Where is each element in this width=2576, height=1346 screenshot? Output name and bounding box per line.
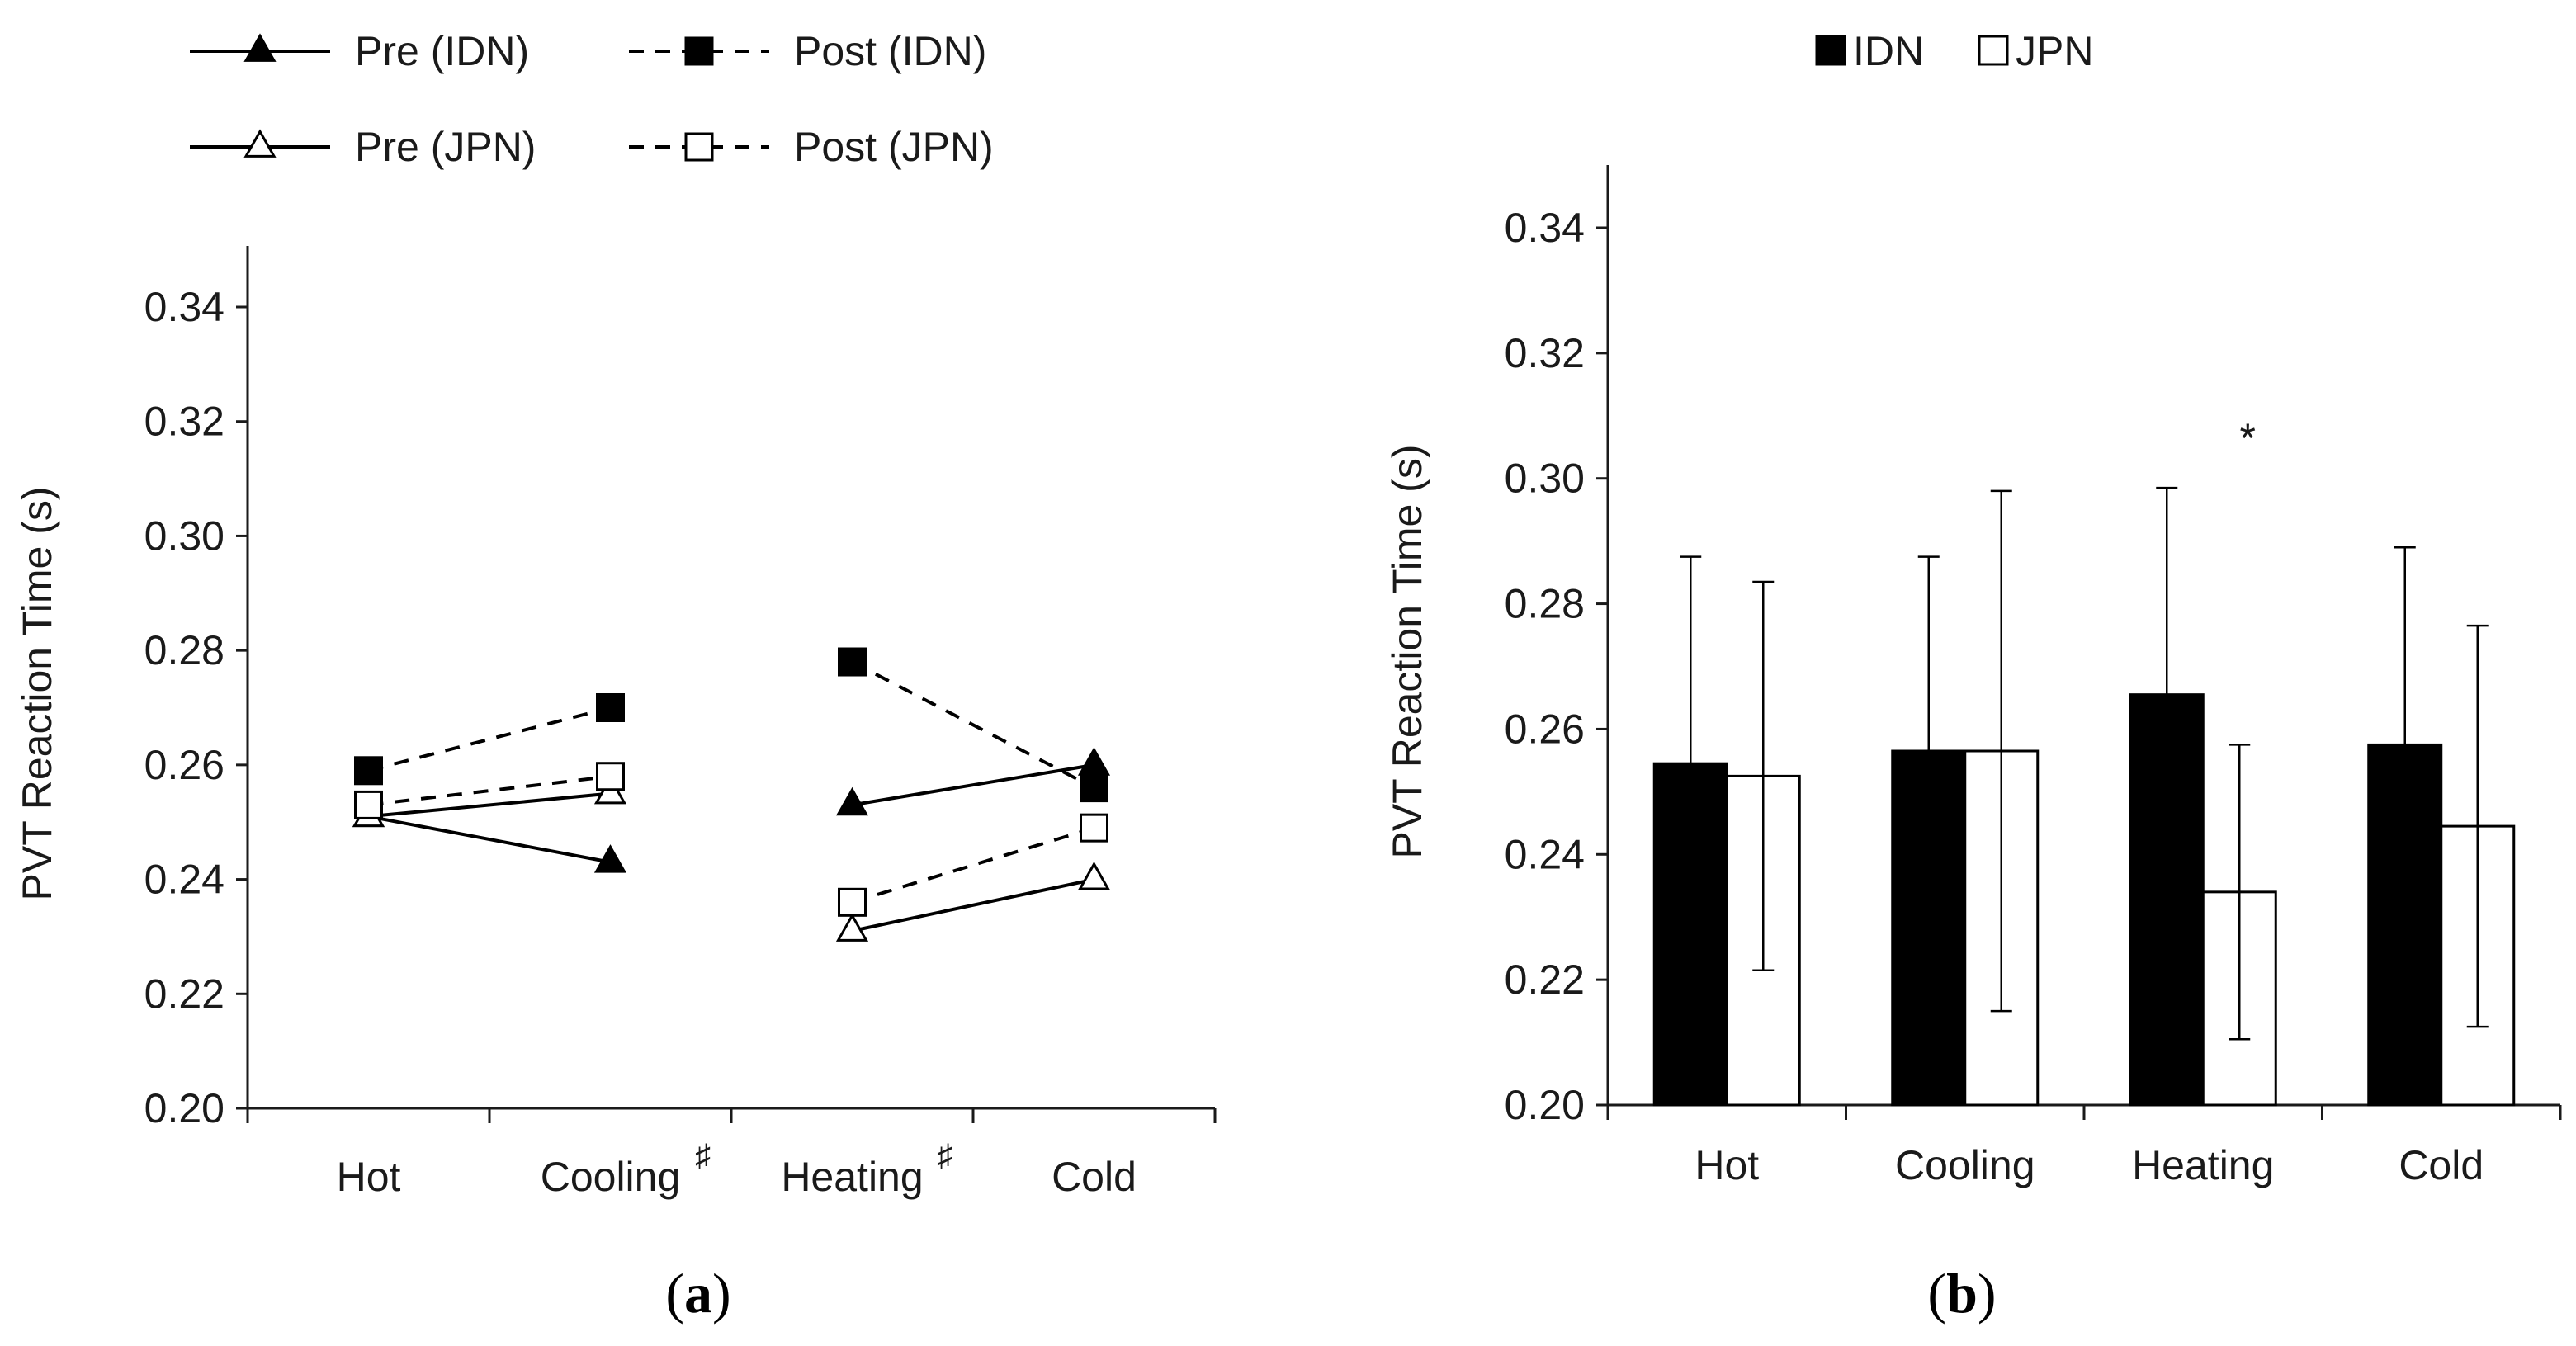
series-line-post-jpn (368, 774, 611, 807)
error-bar-jpn-cooling (1990, 489, 2012, 1013)
x-tick-label-cooling: Cooling (1895, 1142, 2035, 1188)
series-line-pre-idn (368, 815, 611, 864)
error-bar-jpn-hot (1752, 580, 1775, 972)
error-bar-jpn-cold (2466, 624, 2489, 1028)
x-tick-label-cold: Cold (2399, 1142, 2484, 1188)
legend-swatch-jpn (1978, 35, 2009, 66)
y-tick-label: 0.28 (144, 627, 225, 673)
series-line-pre-jpn (852, 877, 1094, 933)
caption-a: (a) (665, 1262, 730, 1325)
legend-marker-pre-jpn (243, 129, 277, 158)
y-tick-label: 0.32 (144, 399, 225, 445)
series-line-pre-jpn (368, 791, 611, 819)
point-post-idn-heating (838, 647, 867, 677)
caption-letter-a: a (684, 1262, 712, 1325)
point-post-jpn-cooling (596, 762, 625, 791)
y-tick-label: 0.30 (1505, 456, 1585, 502)
point-post-idn-hot (354, 756, 383, 786)
x-tick-label-heating: Heating (2132, 1142, 2274, 1188)
caption-letter-b: b (1946, 1262, 1978, 1325)
point-pre-idn-heating (835, 786, 869, 816)
y-axis-title: PVT Reaction Time (s) (1384, 444, 1430, 858)
panel-a: 0.20 0.22 0.24 0.26 0.28 0.30 0.32 0.34 Hot Cooli… (14, 28, 1217, 1325)
point-pre-jpn-heating (835, 913, 869, 942)
x-tick-label-heating: Heating (781, 1154, 923, 1200)
error-bar-idn-cooling (1917, 555, 1940, 947)
x-tick-mark-heating: ♯ (937, 1139, 952, 1174)
y-axis-title: PVT Reaction Time (s) (14, 486, 60, 900)
x-tick-mark-cooling: ♯ (695, 1139, 711, 1174)
point-post-idn-cold (1080, 773, 1108, 803)
error-bar-idn-heating (2156, 486, 2178, 903)
point-pre-idn-cold (1077, 747, 1111, 776)
legend-label-post-jpn: Post (JPN) (794, 124, 994, 170)
legend-label-pre-jpn: Pre (JPN) (355, 124, 536, 170)
legend-label-jpn: JPN (2016, 28, 2093, 74)
y-tick-label: 0.22 (1505, 956, 1585, 1003)
y-tick-label: 0.26 (1505, 706, 1585, 752)
y-tick-label: 0.20 (1505, 1082, 1585, 1128)
legend-marker-pre-idn (243, 33, 277, 62)
panel-b: 0.20 0.22 0.24 0.26 0.28 0.30 0.32 0.34 Hot Cooli… (1384, 28, 2562, 1325)
legend-marker-post-jpn (684, 132, 714, 162)
caption-b: (b) (1927, 1262, 1996, 1325)
point-post-jpn-cold (1080, 813, 1108, 843)
x-tick-label-hot: Hot (1694, 1142, 1759, 1188)
y-tick-label: 0.30 (144, 512, 225, 559)
point-post-jpn-heating (838, 887, 867, 917)
legend-label-pre-idn: Pre (IDN) (355, 28, 529, 74)
x-tick-label-cooling: Cooling (541, 1154, 681, 1200)
legend-marker-post-idn (684, 36, 714, 66)
x-tick-label-cold: Cold (1052, 1154, 1137, 1200)
point-post-idn-cooling (596, 693, 625, 722)
y-tick-label: 0.22 (144, 971, 225, 1017)
legend-label-post-idn: Post (IDN) (794, 28, 986, 74)
y-tick-label: 0.26 (144, 742, 225, 788)
y-tick-label: 0.28 (1505, 581, 1585, 627)
y-tick-label: 0.24 (144, 857, 225, 903)
significance-annotation-heating: * (2240, 415, 2256, 461)
series-line-post-jpn (851, 826, 1095, 904)
point-post-jpn-hot (354, 790, 383, 819)
legend-swatch-idn (1815, 35, 1846, 66)
y-tick-label: 0.34 (144, 284, 225, 330)
y-tick-label: 0.32 (1505, 330, 1585, 376)
y-tick-label: 0.24 (1505, 831, 1585, 877)
x-tick-label-hot: Hot (337, 1154, 401, 1200)
point-pre-jpn-cold (1077, 861, 1111, 890)
series-line-pre-idn (852, 763, 1094, 807)
error-bar-idn-cold (2394, 545, 2416, 943)
y-tick-label: 0.34 (1505, 205, 1585, 251)
point-pre-idn-cooling (593, 844, 627, 873)
series-line-post-idn (367, 706, 612, 772)
error-bar-idn-hot (1680, 555, 1702, 972)
error-bar-jpn-heating (2229, 744, 2251, 1041)
series-line-post-idn (851, 660, 1095, 790)
y-tick-label: 0.20 (144, 1085, 225, 1131)
legend-label-idn: IDN (1853, 28, 1924, 74)
